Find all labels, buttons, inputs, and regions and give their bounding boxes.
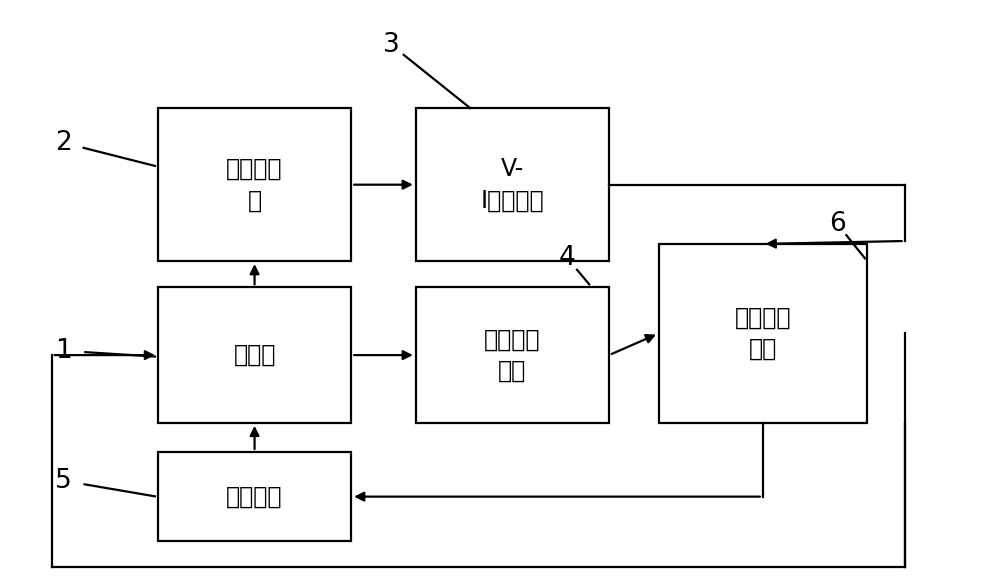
Text: 信号发生
器: 信号发生 器 xyxy=(226,157,283,213)
Text: 5: 5 xyxy=(55,468,72,494)
Text: 4: 4 xyxy=(559,246,576,271)
Text: 处理器: 处理器 xyxy=(233,343,276,367)
Text: 开关切换
电路: 开关切换 电路 xyxy=(484,328,541,383)
Bar xyxy=(158,452,351,541)
Text: 2: 2 xyxy=(55,130,72,156)
Text: 锂离子电
池组: 锂离子电 池组 xyxy=(735,306,791,361)
Bar xyxy=(659,244,867,423)
Text: V-
I转换电路: V- I转换电路 xyxy=(481,157,544,213)
Text: 6: 6 xyxy=(829,211,846,237)
Text: 1: 1 xyxy=(55,338,72,364)
Bar xyxy=(416,108,609,261)
Text: 3: 3 xyxy=(383,32,399,57)
Bar xyxy=(416,287,609,423)
Text: 采样电路: 采样电路 xyxy=(226,485,283,509)
Bar xyxy=(158,108,351,261)
Bar xyxy=(158,287,351,423)
